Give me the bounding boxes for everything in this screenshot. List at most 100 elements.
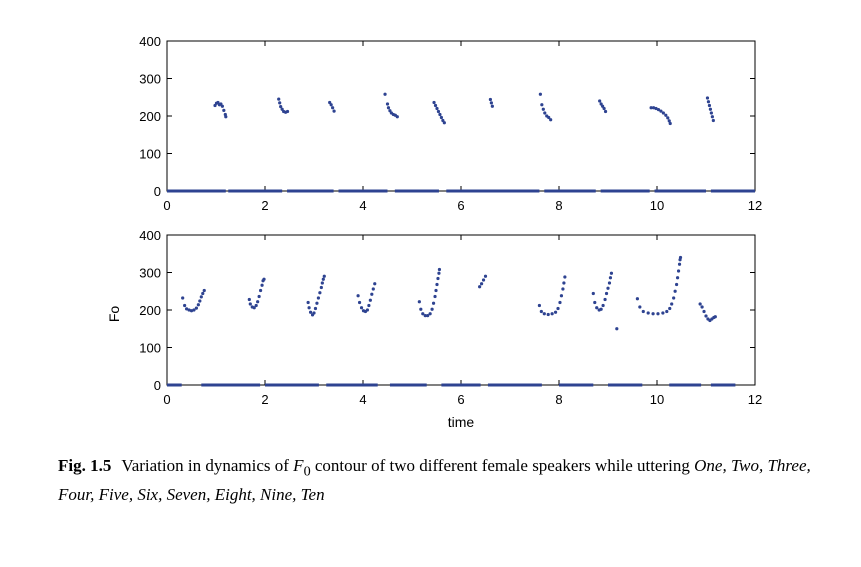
f0-point	[313, 306, 318, 311]
f0-point	[383, 92, 387, 96]
f0-point	[247, 297, 251, 302]
f0-point	[595, 306, 599, 310]
f0-point	[553, 310, 558, 314]
f0-point	[641, 309, 645, 314]
f0-point	[417, 300, 421, 304]
f0-point	[635, 297, 640, 301]
f0-point	[434, 288, 438, 293]
f0-point	[386, 106, 391, 110]
y-tick-label: 0	[154, 184, 161, 199]
f0-point	[428, 312, 432, 316]
f0-point	[607, 281, 612, 285]
x-tick-label: 6	[457, 198, 464, 213]
f0-point	[538, 92, 542, 96]
f0-point	[202, 288, 206, 293]
f0-point	[550, 312, 554, 316]
bottom-panel: 0 2 4 6 8 10 12 0 100 200 300 400	[139, 228, 762, 407]
f0-point	[189, 309, 194, 313]
f0-point	[698, 302, 702, 306]
f0-point	[442, 121, 446, 125]
x-tick-label: 6	[457, 392, 464, 407]
f0-point	[540, 103, 544, 107]
f0-point	[312, 311, 316, 315]
f0-point	[433, 294, 437, 299]
f0-point	[260, 283, 264, 287]
f0-point	[559, 294, 564, 298]
f0-point	[192, 308, 196, 312]
f0-point	[430, 307, 434, 311]
f0-point	[277, 97, 281, 101]
f0-point	[678, 255, 683, 260]
f0-point	[709, 111, 713, 115]
f0-point	[707, 103, 712, 108]
x-tick-label: 4	[359, 392, 366, 407]
f0-point	[385, 102, 390, 106]
f0-point	[478, 285, 482, 289]
f0-point	[258, 288, 263, 293]
f0-point	[606, 286, 610, 290]
y-axis-label: Fo	[106, 306, 122, 323]
f0-point	[562, 281, 566, 285]
f0-point	[319, 285, 323, 290]
f0-point	[603, 297, 607, 302]
f0-point	[222, 108, 226, 112]
caption-label: Fig. 1.5	[58, 456, 112, 475]
f0-point	[546, 312, 550, 317]
y-tick-label: 100	[139, 147, 161, 162]
f0-point	[320, 281, 324, 285]
f0-point	[438, 112, 442, 117]
f0-point	[547, 115, 551, 120]
f0-point	[356, 294, 360, 298]
f0-point	[436, 109, 441, 114]
f0-point	[664, 113, 668, 117]
f0-point	[194, 306, 198, 310]
f0-point	[705, 96, 710, 100]
f0-point	[435, 282, 439, 287]
x-tick-label: 4	[359, 198, 366, 213]
f0-point	[187, 308, 191, 312]
f0-point	[670, 302, 674, 306]
x-tick-label: 0	[163, 392, 170, 407]
f0-point	[488, 97, 492, 102]
f0-point	[713, 315, 717, 319]
f0-point	[199, 295, 203, 299]
f0-point	[220, 104, 224, 108]
f0-point	[181, 296, 185, 300]
f0-point	[649, 106, 653, 110]
f0-point	[426, 314, 430, 318]
f0-point	[602, 106, 606, 111]
f0-point	[431, 301, 436, 305]
f0-point	[481, 278, 486, 282]
f0-point	[661, 311, 665, 315]
f0-point	[373, 282, 377, 286]
f0-point	[285, 109, 290, 114]
caption-text-prefix: Variation in dynamics of	[121, 456, 294, 475]
f0-point	[558, 300, 562, 305]
f0-point	[395, 115, 399, 119]
f0-point	[419, 307, 423, 311]
f0-point	[638, 305, 642, 309]
f0-point	[651, 106, 656, 110]
y-tick-label: 400	[139, 34, 161, 49]
f0-point	[651, 312, 655, 316]
f0-point	[710, 115, 714, 119]
f0-point	[357, 300, 362, 305]
f0-point	[306, 300, 310, 305]
x-tick-label: 10	[650, 392, 664, 407]
f0-point	[371, 287, 375, 291]
top-panel: 0 2 4 6 8 10 12 0 100 200 300 400	[139, 34, 762, 213]
f0-point	[368, 298, 372, 302]
f0-point	[666, 116, 670, 120]
f0-point	[675, 282, 679, 287]
f0-point	[665, 309, 669, 314]
f0-point	[367, 303, 371, 308]
f0-point	[185, 307, 189, 311]
caption-words: One, Two, Three, Four, Five, Six, Seven,…	[58, 456, 811, 505]
f0-point	[672, 296, 676, 300]
f0-point	[668, 121, 672, 126]
f0-point	[252, 306, 256, 310]
f0-point	[537, 303, 542, 308]
x-tick-label: 0	[163, 198, 170, 213]
f0-point	[563, 275, 567, 279]
x-tick-label: 8	[555, 198, 562, 213]
